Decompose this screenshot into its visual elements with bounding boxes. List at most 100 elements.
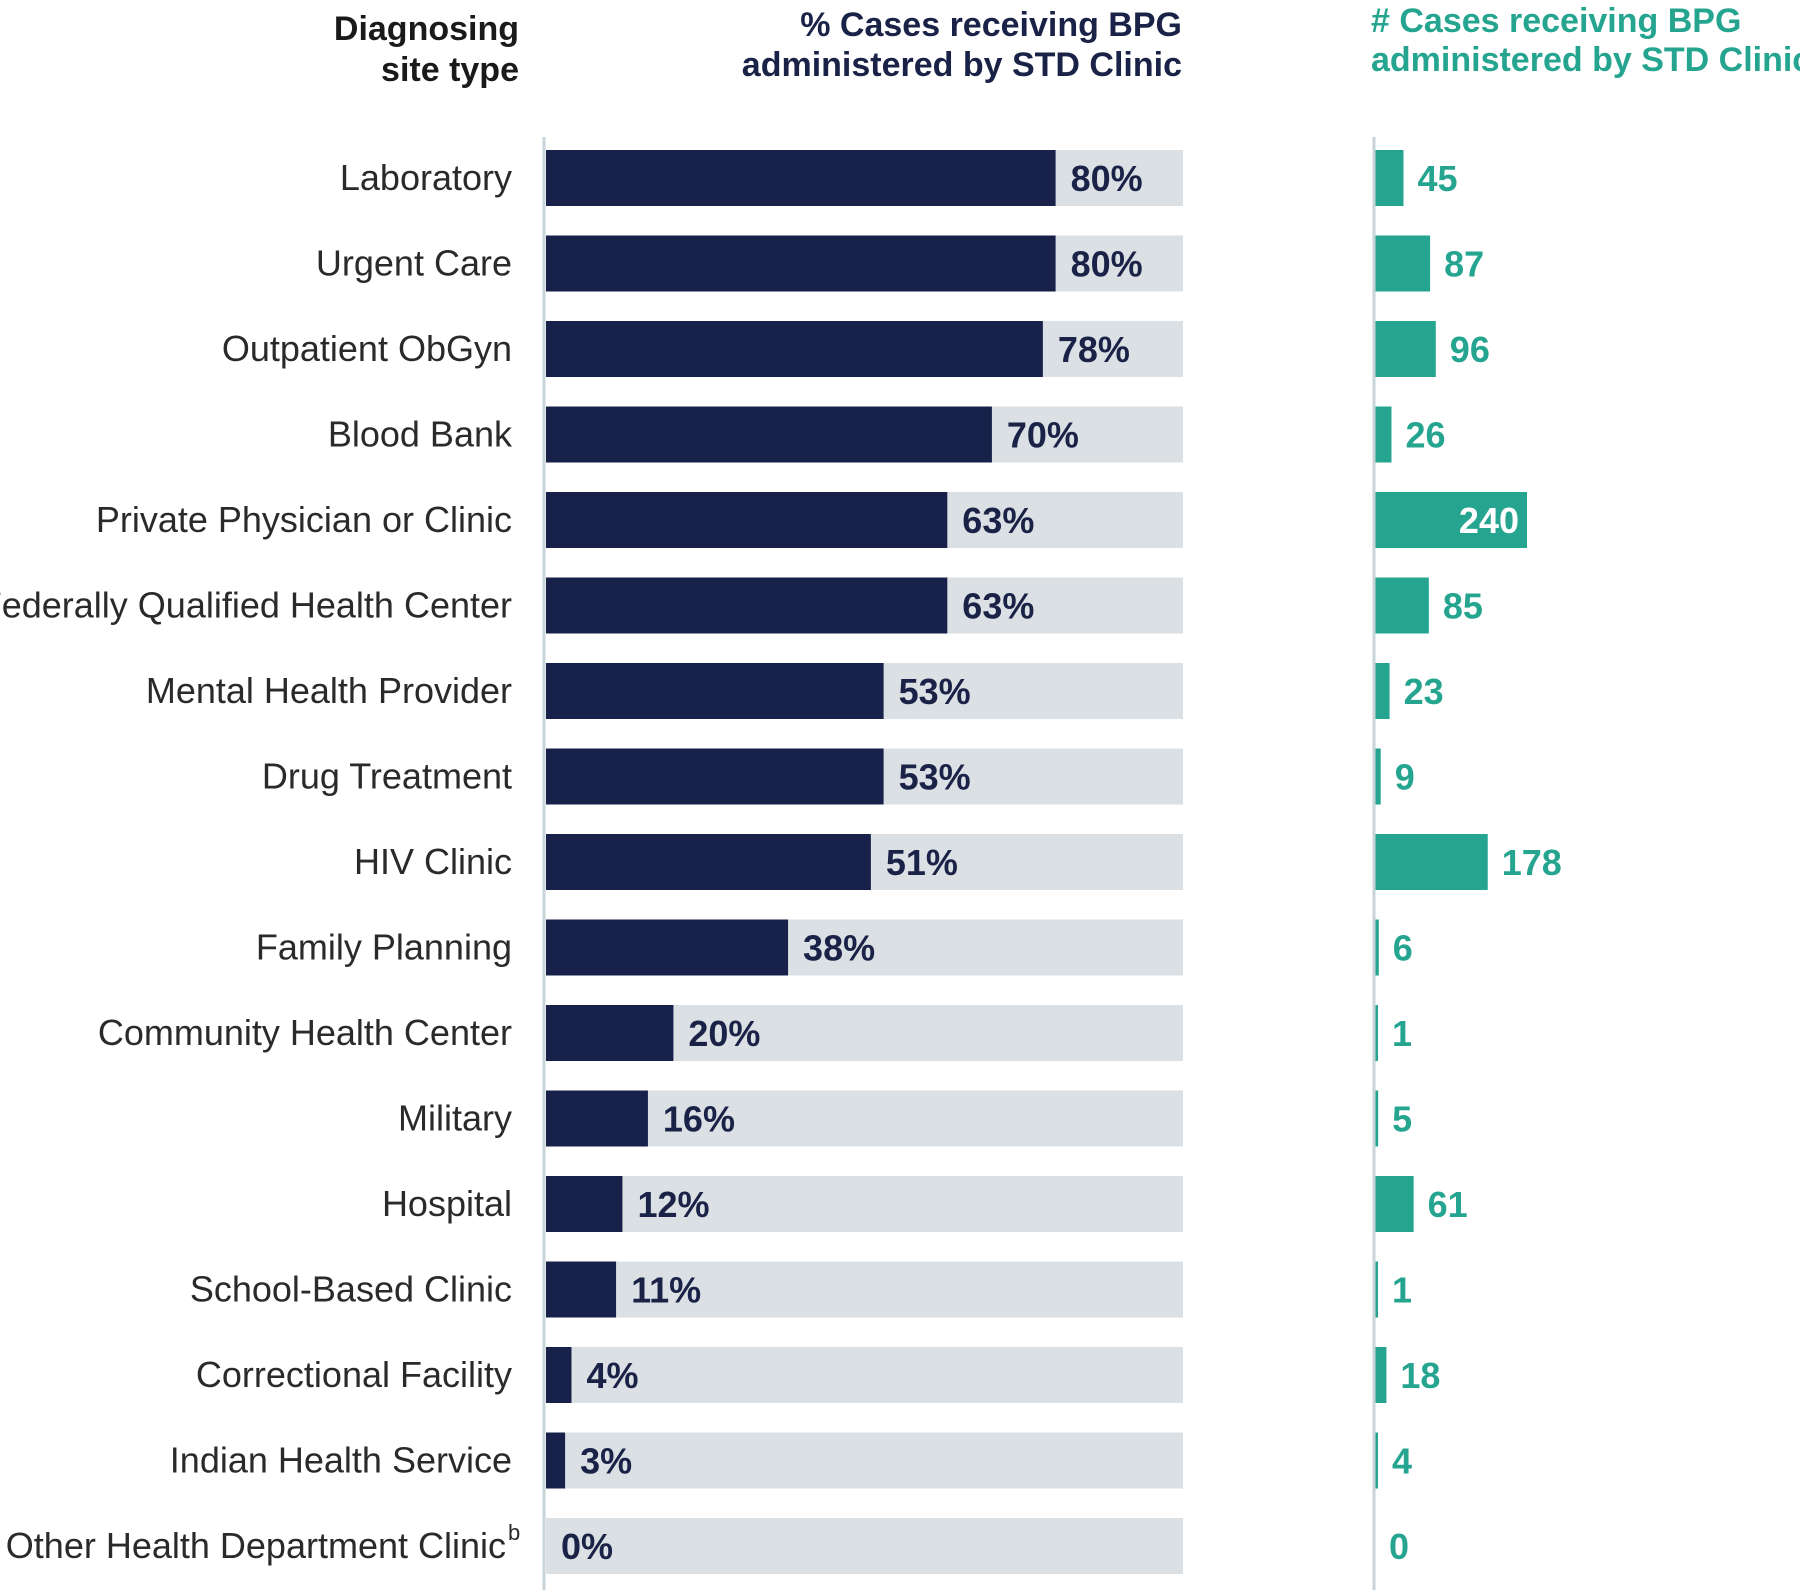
- count-bar: [1375, 663, 1390, 719]
- count-bar: [1375, 748, 1381, 805]
- category-label: Indian Health Service: [170, 1440, 512, 1481]
- category-label: HIV Clinic: [354, 841, 512, 882]
- count-data-label: 87: [1444, 244, 1484, 285]
- count-bar: [1375, 1261, 1378, 1318]
- count-bar: [1375, 406, 1392, 463]
- pct-bar-track: [546, 1176, 1183, 1232]
- category-label: Family Planning: [256, 927, 512, 968]
- category-label: School-Based Clinic: [190, 1269, 512, 1310]
- pct-data-label: 53%: [899, 671, 971, 712]
- pct-bar-track: [546, 1261, 1183, 1318]
- count-data-label: 178: [1502, 842, 1562, 883]
- count-data-label: 9: [1395, 757, 1415, 798]
- pct-data-label: 38%: [803, 928, 875, 969]
- count-bar: [1375, 492, 1527, 548]
- header-pct-line-2: administered by STD Clinic: [742, 46, 1182, 84]
- category-label: Military: [398, 1098, 512, 1139]
- count-data-label: 0: [1389, 1526, 1409, 1567]
- count-bar: [1375, 1432, 1378, 1489]
- footnote-mark: b: [508, 1520, 520, 1545]
- count-bar: [1375, 321, 1436, 377]
- pct-bar: [546, 1432, 566, 1489]
- pct-bar: [546, 406, 992, 463]
- header-pct-line-1: % Cases receiving BPG: [800, 6, 1182, 44]
- pct-bar-track: [546, 1518, 1183, 1574]
- header-count-line-2: administered by STD Clinic: [1371, 41, 1800, 79]
- pct-bar: [546, 663, 884, 719]
- pct-bar-track: [546, 1432, 1183, 1489]
- category-label: Community Health Center: [98, 1012, 512, 1053]
- count-data-label: 96: [1450, 329, 1490, 370]
- category-label: Correctional Facility: [196, 1354, 512, 1395]
- count-bar: [1375, 919, 1379, 976]
- count-data-label: 5: [1392, 1099, 1412, 1140]
- pct-bar: [546, 1005, 674, 1061]
- pct-bar: [546, 1090, 648, 1147]
- count-data-label: 18: [1400, 1355, 1440, 1396]
- pct-bar: [546, 748, 884, 805]
- pct-data-label: 11%: [631, 1270, 701, 1311]
- category-label: Federally Qualified Health Center: [0, 585, 512, 626]
- header-count: # Cases receiving BPG administered by ST…: [1371, 2, 1800, 79]
- category-label: Mental Health Provider: [146, 670, 512, 711]
- pct-data-label: 4%: [586, 1355, 638, 1396]
- category-label: Outpatient ObGyn: [222, 328, 512, 369]
- category-label: Urgent Care: [316, 243, 512, 284]
- pct-bar: [546, 321, 1043, 377]
- category-label: Other Health Department Clinic: [6, 1525, 506, 1566]
- pct-bar: [546, 1261, 617, 1318]
- count-data-label: 6: [1393, 928, 1413, 969]
- pct-bar-track: [546, 1347, 1183, 1403]
- category-label: Drug Treatment: [262, 756, 512, 797]
- pct-data-label: 16%: [663, 1099, 735, 1140]
- count-bar: [1375, 1005, 1378, 1061]
- category-label: Private Physician or Clinic: [96, 499, 512, 540]
- pct-data-label: 80%: [1071, 158, 1143, 199]
- pct-bars: 80% 80% 78% 70% 63% 63% 53% 53% 51% 38% 20% 16% 12% 1…: [546, 150, 1183, 1574]
- count-bar: [1375, 235, 1431, 292]
- count-bar: [1375, 577, 1429, 634]
- pct-bar: [546, 577, 948, 634]
- count-data-label: 1: [1392, 1270, 1412, 1311]
- pct-data-label: 63%: [962, 586, 1034, 627]
- count-data-label: 23: [1404, 671, 1444, 712]
- count-data-label: 85: [1443, 586, 1483, 627]
- count-bar: [1375, 1090, 1379, 1147]
- count-bar: [1375, 1347, 1387, 1403]
- count-data-label: 45: [1418, 158, 1458, 199]
- pct-bar: [546, 150, 1056, 206]
- category-labels: Laboratory Urgent Care Outpatient ObGyn Blo…: [0, 157, 520, 1566]
- pct-data-label: 0%: [561, 1526, 613, 1567]
- count-data-label: 1: [1392, 1013, 1412, 1054]
- pct-data-label: 78%: [1058, 329, 1130, 370]
- header-site-type: Diagnosing site type: [334, 10, 519, 89]
- pct-bar: [546, 1347, 572, 1403]
- pct-data-label: 51%: [886, 842, 958, 883]
- header-pct: % Cases receiving BPG administered by ST…: [742, 6, 1182, 84]
- header-site-type-line-2: site type: [381, 51, 519, 89]
- pct-bar: [546, 919, 789, 976]
- count-data-label: 61: [1428, 1184, 1468, 1225]
- count-bar: [1375, 150, 1404, 206]
- count-bar: [1375, 834, 1488, 890]
- header-site-type-line-1: Diagnosing: [334, 10, 519, 48]
- pct-data-label: 70%: [1007, 415, 1079, 456]
- pct-bar: [546, 834, 871, 890]
- pct-bar: [546, 1176, 623, 1232]
- count-data-label: 240: [1459, 500, 1519, 541]
- count-data-label: 4: [1392, 1441, 1412, 1482]
- header-count-line-1: # Cases receiving BPG: [1371, 2, 1741, 40]
- category-label: Blood Bank: [328, 414, 513, 455]
- pct-data-label: 3%: [580, 1441, 632, 1482]
- pct-data-label: 63%: [962, 500, 1034, 541]
- pct-data-label: 80%: [1071, 244, 1143, 285]
- category-label: Hospital: [382, 1183, 512, 1224]
- pct-data-label: 53%: [899, 757, 971, 798]
- pct-data-label: 20%: [688, 1013, 760, 1054]
- pct-bar: [546, 235, 1056, 292]
- count-bar: [1375, 1176, 1414, 1232]
- count-data-label: 26: [1405, 415, 1445, 456]
- pct-bar: [546, 492, 948, 548]
